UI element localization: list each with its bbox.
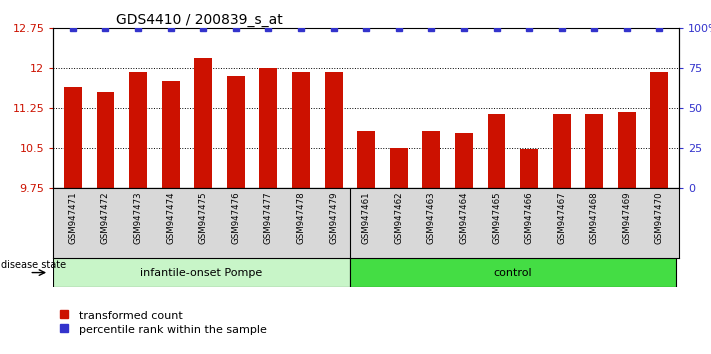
Bar — [350, 258, 675, 287]
Bar — [129, 72, 147, 188]
Text: GSM947466: GSM947466 — [525, 191, 533, 244]
Text: GSM947468: GSM947468 — [590, 191, 599, 244]
Bar — [292, 72, 310, 188]
Bar — [422, 131, 440, 188]
Bar — [585, 114, 603, 188]
Bar — [520, 149, 538, 188]
Bar — [618, 112, 636, 188]
Bar — [260, 68, 277, 188]
Text: GSM947463: GSM947463 — [427, 191, 436, 244]
Text: GSM947469: GSM947469 — [622, 191, 631, 244]
Text: GSM947474: GSM947474 — [166, 191, 175, 244]
Bar — [552, 114, 571, 188]
Text: GSM947470: GSM947470 — [655, 191, 664, 244]
Text: infantile-onset Pompe: infantile-onset Pompe — [141, 268, 263, 278]
Text: GSM947462: GSM947462 — [395, 191, 403, 244]
Text: GSM947464: GSM947464 — [459, 191, 469, 244]
Bar — [651, 72, 668, 188]
Text: GSM947471: GSM947471 — [68, 191, 77, 244]
Bar — [390, 148, 407, 188]
Bar — [357, 131, 375, 188]
Text: GSM947465: GSM947465 — [492, 191, 501, 244]
Text: GSM947478: GSM947478 — [296, 191, 306, 244]
Legend: transformed count, percentile rank within the sample: transformed count, percentile rank withi… — [59, 310, 267, 335]
Text: GSM947477: GSM947477 — [264, 191, 273, 244]
Bar — [64, 87, 82, 188]
Bar — [325, 72, 343, 188]
Bar — [194, 58, 212, 188]
Text: GDS4410 / 200839_s_at: GDS4410 / 200839_s_at — [116, 13, 283, 27]
Text: GSM947461: GSM947461 — [362, 191, 370, 244]
Bar — [227, 76, 245, 188]
Text: disease state: disease state — [1, 261, 66, 270]
Text: GSM947467: GSM947467 — [557, 191, 566, 244]
Bar — [53, 258, 350, 287]
Text: control: control — [493, 268, 532, 278]
Text: GSM947476: GSM947476 — [231, 191, 240, 244]
Bar — [488, 114, 506, 188]
Text: GSM947475: GSM947475 — [199, 191, 208, 244]
Bar — [97, 92, 114, 188]
Text: GSM947479: GSM947479 — [329, 191, 338, 244]
Text: GSM947473: GSM947473 — [134, 191, 142, 244]
Text: GSM947472: GSM947472 — [101, 191, 110, 244]
Bar — [161, 81, 180, 188]
Bar — [455, 133, 473, 188]
